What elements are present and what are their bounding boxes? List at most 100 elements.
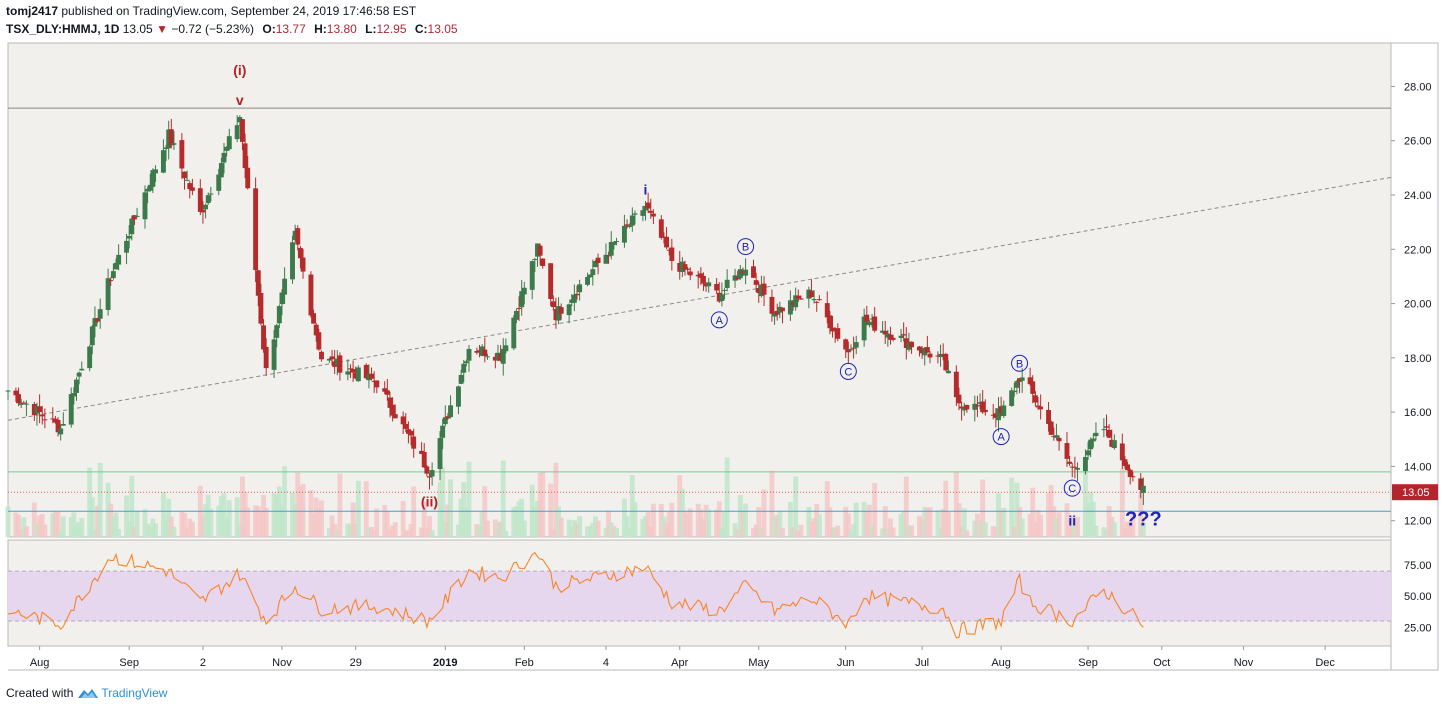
volume-bar [606, 510, 612, 537]
author-name[interactable]: tomj2417 [6, 4, 59, 18]
candle-body [548, 263, 554, 299]
volume-bar [221, 493, 227, 537]
volume-bar [682, 511, 688, 537]
volume-bar [924, 508, 930, 537]
candle [1048, 420, 1054, 435]
volume-bar [203, 504, 209, 537]
candle-body [830, 327, 835, 332]
candle-body [940, 354, 946, 356]
candle-body [943, 353, 949, 371]
candle [751, 259, 756, 279]
volume-bar [147, 527, 153, 537]
volume-bar [371, 530, 377, 537]
candle-body [271, 339, 277, 370]
candle [68, 387, 74, 428]
candle [18, 398, 24, 409]
last-price: 13.05 [122, 22, 153, 36]
candle-body [245, 167, 251, 189]
candle [1027, 367, 1033, 386]
candle [845, 341, 851, 363]
volume-bar [935, 510, 941, 537]
candle [550, 295, 556, 311]
candle [113, 258, 119, 270]
candle-body [595, 257, 601, 263]
volume-bar [1106, 506, 1112, 537]
volume-bar [566, 519, 572, 537]
volume-bar [835, 525, 841, 537]
candle [953, 365, 959, 406]
volume-bar [571, 520, 577, 537]
candle [835, 323, 841, 342]
volume-bar [569, 526, 575, 537]
candle-body [964, 404, 970, 410]
candle-body [519, 291, 525, 308]
volume-bar [537, 472, 543, 537]
time-tick-label: Sep [1078, 657, 1098, 669]
time-tick-label: May [748, 657, 769, 669]
candle-body [869, 318, 875, 320]
candle-body [809, 290, 814, 298]
tradingview-brand[interactable]: TradingView [101, 686, 168, 700]
candle [761, 276, 767, 307]
volume-bar [1011, 526, 1017, 537]
candle [166, 120, 172, 160]
candle [574, 285, 580, 300]
candle-body [168, 129, 174, 146]
candle [308, 271, 314, 318]
candle-body [861, 316, 867, 341]
candle [553, 297, 559, 329]
volume-bar [95, 505, 101, 537]
volume-bar [34, 523, 40, 537]
candle [1072, 456, 1078, 479]
candle [1088, 437, 1094, 458]
candle [442, 405, 448, 427]
candle [279, 289, 285, 316]
candle-body [1069, 466, 1075, 468]
candle-body [126, 235, 132, 239]
candle-body [516, 307, 522, 309]
volume-bar [131, 526, 137, 537]
wave-label: A [716, 315, 724, 327]
candle-body [95, 318, 101, 322]
volume-bar [129, 475, 135, 537]
candle [888, 326, 893, 345]
price-tick-label: 18.00 [1404, 353, 1432, 365]
candle-body [558, 307, 564, 314]
candle-body [60, 424, 66, 426]
candle [421, 442, 427, 468]
volume-bar [387, 529, 393, 537]
volume-bar [809, 521, 814, 537]
volume-bar [679, 488, 685, 537]
volume-bar [761, 489, 767, 537]
volume-bar [71, 512, 77, 537]
candle-body [909, 341, 915, 348]
candle-body [974, 405, 980, 407]
candle-body [569, 299, 575, 303]
volume-bar [271, 492, 277, 537]
candle-body [253, 188, 259, 271]
volume-bar [953, 471, 959, 537]
candle-body [735, 277, 741, 280]
candle-body [297, 247, 303, 259]
candle [355, 365, 361, 382]
volume-bar [503, 530, 509, 537]
candle [500, 338, 506, 376]
volume-bar [743, 503, 749, 537]
candle-body [772, 313, 778, 317]
candle [851, 336, 857, 359]
candle [300, 248, 306, 279]
candle-body [87, 346, 93, 369]
candle-body [614, 240, 619, 242]
volume-bar [1138, 492, 1144, 537]
candle-body [218, 163, 224, 178]
volume-bar [943, 480, 949, 537]
volume-bar [456, 524, 461, 537]
candle [566, 303, 572, 324]
candle [466, 345, 472, 372]
candle-body [574, 293, 580, 296]
candle [629, 207, 635, 232]
trend-line [7, 176, 1392, 421]
volume-bar [279, 504, 285, 537]
volume-bar [479, 510, 485, 537]
